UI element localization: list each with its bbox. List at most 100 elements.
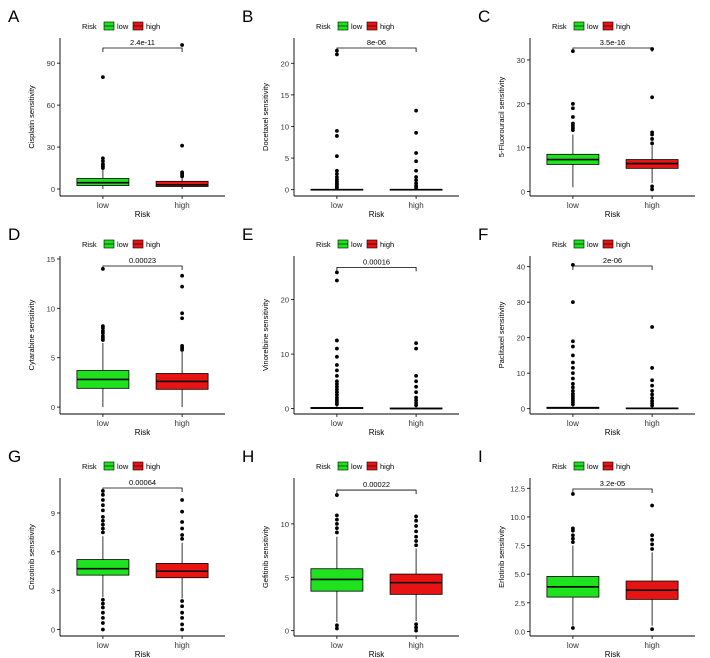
outlier-point: [414, 539, 418, 543]
y-axis-label: Cytarabine sensitivity: [27, 299, 36, 370]
outlier-point: [335, 52, 339, 57]
p-value-label: 8e-06: [367, 38, 386, 47]
outlier-point: [650, 503, 654, 508]
box-low: [76, 489, 130, 632]
bracket-line: [336, 266, 417, 272]
box-high: [155, 43, 209, 190]
outlier-point: [335, 384, 339, 389]
outlier-point: [101, 324, 105, 329]
y-tick-label: 5.0: [515, 570, 525, 579]
outlier-point: [335, 626, 339, 631]
y-axis-label: Gefitinib sensitivity: [261, 526, 270, 588]
y-tick-label: 10: [281, 350, 289, 359]
outlier-point: [414, 625, 418, 630]
bracket-line: [102, 487, 183, 492]
legend-label-low: low: [351, 22, 363, 31]
outlier-point: [650, 184, 654, 189]
x-axis-label: Risk: [369, 428, 386, 437]
outlier-point: [650, 389, 654, 393]
outlier-point: [414, 130, 418, 135]
x-tick-label-low: low: [97, 201, 109, 210]
legend: Risk low high: [316, 21, 394, 31]
outlier-point: [414, 151, 418, 155]
y-tick-label: 10: [517, 369, 525, 378]
y-tick-label: 15: [47, 255, 55, 264]
box-high: [155, 498, 209, 632]
legend-title: Risk: [316, 22, 331, 31]
outlier-point: [414, 108, 418, 113]
outlier-point: [101, 75, 105, 80]
outlier-point: [335, 346, 339, 351]
outlier-point: [180, 311, 185, 316]
y-tick-label: 5: [285, 154, 289, 163]
outlier-point: [335, 171, 339, 176]
x-axis-label: Risk: [369, 210, 386, 219]
box-low: [310, 493, 364, 631]
bracket-line: [572, 47, 653, 52]
outlier-point: [571, 360, 575, 365]
outlier-point: [571, 300, 575, 305]
y-tick-label: 5: [51, 354, 55, 363]
panel-h: H Risk low high 0 5 10 Gefitinib sensitivity low…: [242, 447, 459, 658]
significance-bracket: 0.00023: [102, 256, 183, 270]
bracket-line: [102, 47, 183, 52]
y-tick-label: 20: [517, 334, 525, 343]
outlier-point: [180, 604, 185, 609]
legend-label-high: high: [380, 22, 394, 31]
outlier-point: [101, 514, 105, 519]
y-tick-label: 15: [281, 91, 289, 100]
significance-bracket: 3.2e-05: [572, 479, 653, 494]
y-tick-label: 30: [47, 143, 55, 152]
outlier-point: [335, 393, 339, 397]
panel-letter: B: [242, 7, 253, 26]
box-high: [389, 108, 443, 191]
legend-label-high: high: [616, 462, 630, 471]
y-tick-label: 20: [517, 100, 525, 109]
legend-title: Risk: [316, 462, 331, 471]
outlier-point: [650, 383, 654, 388]
outlier-point: [335, 517, 339, 522]
box-low: [76, 266, 130, 408]
box-high: [389, 514, 443, 633]
y-tick-label: 10: [281, 122, 289, 131]
legend-label-high: high: [616, 240, 630, 249]
outlier-point: [335, 387, 339, 392]
legend-label-high: high: [146, 22, 160, 31]
outlier-point: [335, 129, 339, 133]
outlier-point: [414, 341, 418, 346]
outlier-point: [101, 508, 105, 513]
y-tick-label: 0.0: [515, 627, 525, 636]
y-tick-label: 0: [521, 405, 525, 414]
x-tick-label-high: high: [175, 641, 190, 650]
outlier-point: [571, 106, 575, 111]
outlier-point: [101, 610, 105, 615]
x-tick-label-low: low: [97, 419, 109, 428]
outlier-point: [335, 526, 339, 531]
panel-letter: A: [8, 7, 20, 26]
y-tick-label: 9: [51, 509, 55, 518]
y-tick-label: 0: [51, 185, 55, 194]
x-axis-label: Risk: [135, 650, 152, 658]
outlier-point: [571, 381, 575, 386]
legend-title: Risk: [82, 22, 97, 31]
legend-label-low: low: [117, 462, 129, 471]
outlier-point: [335, 168, 339, 173]
y-tick-label: 40: [517, 263, 525, 272]
panel-letter: E: [242, 225, 253, 244]
outlier-point: [180, 615, 185, 620]
outlier-point: [335, 379, 339, 384]
y-axis-label: Paclitaxel sensitivity: [497, 301, 506, 368]
y-tick-label: 90: [47, 59, 55, 68]
outlier-point: [571, 376, 575, 381]
outlier-point: [414, 534, 418, 539]
outlier-point: [650, 365, 654, 370]
bracket-line: [336, 489, 417, 495]
x-tick-label-high: high: [409, 419, 424, 428]
x-axis-label: Risk: [135, 428, 152, 437]
x-tick-label-high: high: [645, 419, 660, 428]
legend: Risk low high: [82, 21, 160, 31]
box-low: [310, 270, 364, 409]
outlier-point: [180, 343, 185, 348]
y-tick-label: 2.5: [515, 599, 525, 608]
panel-letter: G: [8, 447, 21, 466]
